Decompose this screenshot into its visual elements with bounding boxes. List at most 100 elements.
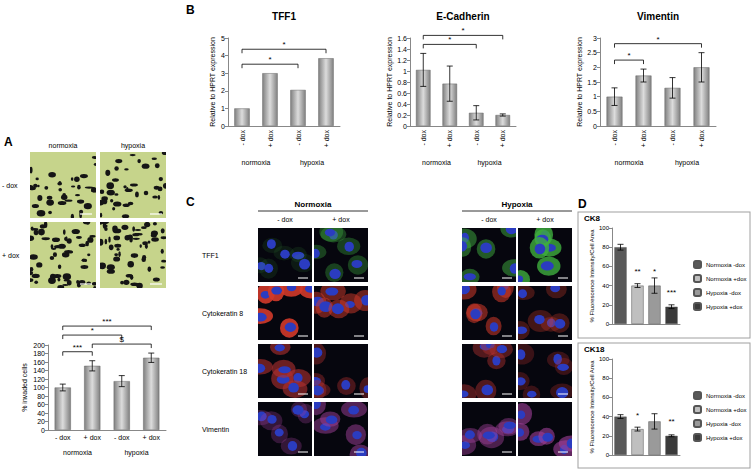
svg-text:40: 40 — [37, 410, 45, 417]
svg-text:0: 0 — [606, 452, 610, 458]
svg-text:- dox: - dox — [669, 130, 676, 146]
svg-text:160: 160 — [33, 359, 45, 366]
svg-text:60: 60 — [602, 394, 609, 400]
svg-text:*: * — [91, 326, 94, 335]
svg-text:+ dox: + dox — [446, 130, 453, 148]
svg-text:1: 1 — [403, 68, 407, 75]
svg-text:100: 100 — [33, 384, 45, 391]
svg-text:+ dox: + dox — [698, 130, 705, 148]
svg-text:0: 0 — [41, 427, 45, 434]
svg-text:B: B — [186, 3, 195, 17]
svg-text:Hypoxia +dox: Hypoxia +dox — [706, 435, 743, 441]
svg-text:5: 5 — [221, 35, 225, 42]
svg-text:0.5: 0.5 — [587, 108, 597, 115]
svg-text:0: 0 — [403, 123, 407, 130]
svg-text:80: 80 — [602, 244, 609, 250]
svg-text:Normoxia: Normoxia — [295, 200, 332, 209]
svg-text:Hypoxia: Hypoxia — [501, 200, 533, 209]
svg-text:A: A — [4, 135, 13, 149]
svg-text:E-Cadherin: E-Cadherin — [436, 11, 489, 22]
svg-text:*: * — [636, 411, 639, 420]
svg-text:- dox: - dox — [481, 216, 497, 223]
svg-text:hypoxia: hypoxia — [300, 159, 324, 167]
svg-text:0.4: 0.4 — [397, 101, 407, 108]
svg-text:1.6: 1.6 — [397, 35, 407, 42]
svg-text:hypoxia: hypoxia — [675, 159, 699, 167]
svg-text:CK8: CK8 — [584, 214, 601, 223]
svg-text:1.5: 1.5 — [587, 79, 597, 86]
svg-text:140: 140 — [33, 367, 45, 374]
svg-text:- dox: - dox — [295, 130, 302, 146]
svg-text:% Fluorescence Intensity/Cell: % Fluorescence Intensity/Cell Area — [589, 229, 595, 323]
svg-text:3: 3 — [593, 35, 597, 42]
svg-text:+ dox: + dox — [499, 130, 506, 148]
svg-text:+ dox: + dox — [332, 216, 350, 223]
svg-text:20: 20 — [602, 433, 609, 439]
svg-text:+ dox: + dox — [536, 216, 554, 223]
svg-text:**: ** — [634, 267, 640, 276]
svg-text:100: 100 — [599, 356, 610, 362]
svg-text:Hypoxia -dox: Hypoxia -dox — [706, 290, 741, 296]
svg-text:- dox: - dox — [611, 130, 618, 146]
svg-text:40: 40 — [602, 283, 609, 289]
svg-text:60: 60 — [37, 401, 45, 408]
svg-text:Relative to HPRT expression: Relative to HPRT expression — [386, 37, 394, 127]
svg-text:2: 2 — [593, 64, 597, 71]
svg-text:normoxia: normoxia — [49, 142, 78, 149]
svg-text:Normoxia +dox: Normoxia +dox — [706, 276, 747, 282]
svg-text:***: *** — [73, 343, 82, 352]
svg-text:hypoxia: hypoxia — [121, 142, 145, 150]
svg-text:Hypoxia -dox: Hypoxia -dox — [706, 421, 741, 427]
svg-text:- dox: - dox — [239, 130, 246, 146]
svg-text:- dox: - dox — [55, 434, 71, 441]
svg-text:40: 40 — [602, 414, 609, 420]
svg-text:60: 60 — [602, 263, 609, 269]
svg-text:20: 20 — [602, 302, 609, 308]
svg-text:0.6: 0.6 — [397, 90, 407, 97]
svg-text:normoxia: normoxia — [63, 449, 92, 456]
svg-text:0.2: 0.2 — [397, 112, 407, 119]
svg-text:D: D — [578, 197, 587, 211]
svg-text:+ dox: + dox — [323, 130, 330, 148]
svg-text:***: *** — [102, 317, 111, 326]
svg-text:*: * — [448, 35, 451, 44]
svg-text:TFF1: TFF1 — [272, 11, 296, 22]
svg-text:hypoxia: hypoxia — [477, 159, 501, 167]
svg-text:3: 3 — [221, 70, 225, 77]
svg-text:1: 1 — [593, 93, 597, 100]
svg-text:- dox: - dox — [2, 182, 18, 189]
svg-text:Relative to HPRT expression: Relative to HPRT expression — [576, 37, 584, 127]
svg-text:CK18: CK18 — [584, 345, 605, 354]
svg-text:normoxia: normoxia — [242, 159, 271, 166]
svg-text:2.5: 2.5 — [587, 49, 597, 56]
svg-text:4: 4 — [221, 52, 225, 59]
svg-text:1.4: 1.4 — [397, 46, 407, 53]
svg-text:100: 100 — [599, 225, 610, 231]
svg-text:+ dox: + dox — [640, 130, 647, 148]
svg-text:- dox: - dox — [420, 130, 427, 146]
svg-text:*: * — [461, 26, 464, 35]
svg-text:180: 180 — [33, 350, 45, 357]
svg-text:1.2: 1.2 — [397, 57, 407, 64]
svg-text:80: 80 — [602, 375, 609, 381]
svg-text:- dox: - dox — [114, 434, 130, 441]
svg-text:*: * — [268, 55, 271, 64]
svg-text:+ dox: + dox — [143, 434, 161, 441]
svg-text:- dox: - dox — [277, 216, 293, 223]
svg-text:Relative to HPRT expression: Relative to HPRT expression — [209, 37, 217, 127]
svg-text:*: * — [282, 40, 285, 49]
svg-text:hypoxia: hypoxia — [124, 449, 148, 457]
svg-text:C: C — [186, 195, 195, 209]
svg-text:2: 2 — [221, 87, 225, 94]
svg-text:0.8: 0.8 — [397, 79, 407, 86]
svg-text:normoxia: normoxia — [422, 159, 451, 166]
svg-text:**: ** — [668, 417, 674, 426]
svg-text:Normoxia -dox: Normoxia -dox — [706, 262, 745, 268]
svg-text:% Fluorescence Intensity/Cell: % Fluorescence Intensity/Cell Area — [589, 360, 595, 454]
svg-text:0: 0 — [606, 321, 610, 327]
svg-text:Hypoxia +dox: Hypoxia +dox — [706, 304, 743, 310]
svg-text:20: 20 — [37, 418, 45, 425]
svg-text:Vimentin: Vimentin — [637, 11, 679, 22]
svg-text:Normoxia +dox: Normoxia +dox — [706, 407, 747, 413]
svg-text:200: 200 — [33, 342, 45, 349]
